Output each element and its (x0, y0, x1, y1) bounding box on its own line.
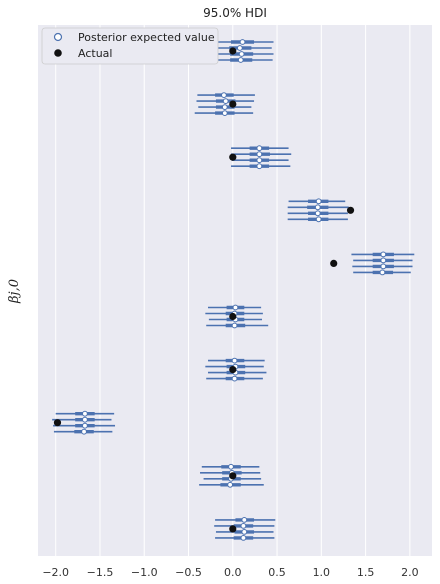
x-tick-label: −0.5 (175, 566, 202, 579)
actual-point (229, 312, 237, 321)
posterior-expected-point (236, 45, 243, 51)
posterior-expected-point (232, 304, 239, 311)
x-tick-label: 0.5 (268, 566, 286, 579)
posterior-expected-point (240, 535, 247, 541)
posterior-expected-point (380, 263, 387, 270)
posterior-expected-point (231, 322, 238, 329)
posterior-expected-point (256, 145, 263, 152)
legend-marker-expected (53, 32, 63, 42)
posterior-expected-point (237, 57, 244, 63)
x-axis-ticks: −2.0 −1.5 −1.0 −0.5 0.0 0.5 1.0 1.5 2.0 (42, 566, 418, 579)
posterior-expected-point (238, 51, 245, 57)
posterior-expected-point (380, 251, 387, 258)
actual-point (229, 366, 237, 374)
posterior-expected-point (256, 157, 263, 164)
actual-point (229, 100, 237, 108)
posterior-expected-point (379, 269, 386, 276)
posterior-expected-point (256, 151, 263, 158)
posterior-expected-point (314, 210, 321, 217)
legend: Posterior expected value Actual (41, 27, 219, 65)
x-tick-label: 1.0 (313, 566, 331, 579)
posterior-expected-point (380, 257, 387, 264)
actual-point (229, 525, 237, 533)
legend-box (41, 27, 219, 65)
posterior-expected-point (315, 198, 322, 205)
posterior-expected-point (241, 517, 248, 523)
posterior-expected-point (82, 416, 88, 423)
x-tick-label: 0.0 (224, 566, 242, 579)
chart-title: 95.0% HDI (203, 6, 267, 20)
posterior-expected-point (221, 104, 228, 110)
legend-marker-actual (54, 49, 62, 57)
actual-point (229, 472, 237, 480)
posterior-expected-point (221, 92, 227, 98)
posterior-expected-point (240, 523, 247, 529)
x-tick-label: 1.5 (357, 566, 375, 579)
posterior-expected-point (231, 357, 238, 364)
posterior-expected-point (227, 481, 234, 488)
x-tick-label: −1.0 (131, 566, 158, 579)
interval-series (52, 39, 415, 541)
posterior-expected-point (256, 163, 263, 170)
x-tick-label: −2.0 (42, 566, 69, 579)
posterior-expected-point (221, 110, 228, 116)
actual-point (346, 206, 355, 214)
posterior-expected-point (241, 529, 248, 535)
gridlines (55, 25, 411, 556)
actual-point (229, 153, 237, 161)
y-axis-label: βj,0 (7, 279, 22, 304)
actual-point (53, 419, 62, 427)
posterior-expected-point (222, 98, 229, 104)
posterior-expected-point (239, 39, 246, 45)
posterior-expected-point (81, 428, 87, 435)
posterior-expected-point (314, 204, 321, 211)
x-tick-label: 2.0 (401, 566, 419, 579)
posterior-expected-point (82, 410, 88, 417)
legend-label-actual: Actual (78, 47, 112, 60)
actual-point (229, 47, 237, 55)
posterior-expected-point (315, 216, 322, 223)
posterior-expected-point (228, 463, 234, 470)
x-tick-label: −1.5 (87, 566, 114, 579)
posterior-expected-point (82, 422, 88, 429)
legend-label-expected: Posterior expected value (78, 31, 215, 44)
actual-point (330, 259, 338, 267)
posterior-expected-point (231, 375, 238, 382)
